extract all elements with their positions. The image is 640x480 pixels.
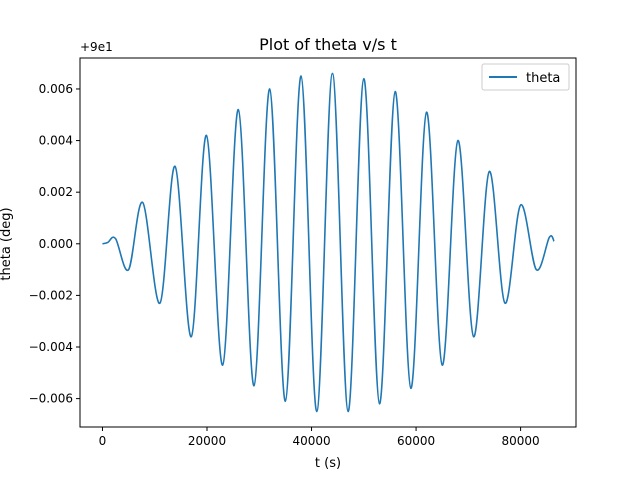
x-tick-label: 60000 bbox=[397, 434, 435, 448]
y-offset-label: +9e1 bbox=[80, 40, 113, 54]
legend: theta bbox=[481, 63, 570, 91]
y-tick-label: 0.000 bbox=[39, 237, 73, 251]
x-axis-label: t (s) bbox=[315, 456, 341, 471]
x-tick-label: 20000 bbox=[188, 434, 226, 448]
y-tick-label: −0.004 bbox=[29, 340, 73, 354]
y-tick-label: −0.002 bbox=[29, 288, 73, 302]
y-tick-label: 0.006 bbox=[39, 82, 73, 96]
axes-frame bbox=[79, 57, 577, 428]
y-tick-label: 0.002 bbox=[39, 185, 73, 199]
chart-title: Plot of theta v/s t bbox=[259, 35, 397, 54]
legend-box bbox=[481, 63, 570, 91]
x-tick-label: 0 bbox=[99, 434, 107, 448]
x-tick-label: 80000 bbox=[502, 434, 540, 448]
y-axis: −0.006 −0.004 −0.002 0.000 0.002 0.004 0.006 bbox=[29, 82, 80, 406]
x-tick-label: 40000 bbox=[292, 434, 330, 448]
y-axis-label: theta (deg) bbox=[0, 207, 14, 280]
y-tick-label: −0.006 bbox=[29, 392, 73, 406]
x-axis: 0 20000 40000 60000 80000 bbox=[99, 427, 540, 448]
plot-area bbox=[102, 72, 555, 413]
series-line-theta bbox=[102, 72, 555, 413]
legend-label-theta: theta bbox=[526, 71, 560, 86]
y-tick-label: 0.004 bbox=[39, 134, 73, 148]
